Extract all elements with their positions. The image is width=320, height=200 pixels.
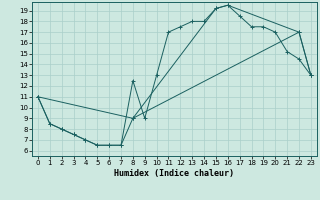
X-axis label: Humidex (Indice chaleur): Humidex (Indice chaleur) <box>115 169 234 178</box>
